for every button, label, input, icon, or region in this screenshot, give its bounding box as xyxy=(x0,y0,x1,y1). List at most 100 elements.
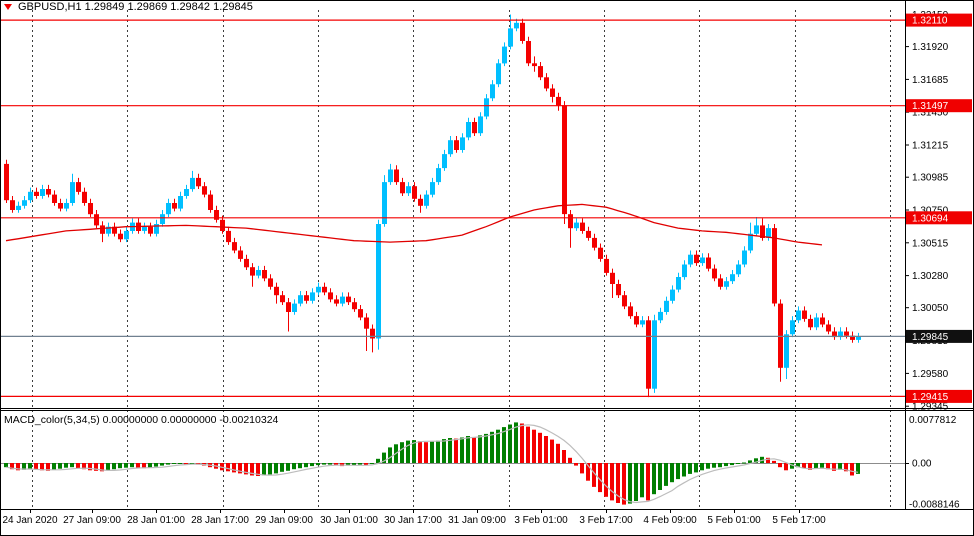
level-price-badge-text: 1.29415 xyxy=(912,392,949,403)
macd-histogram-bar xyxy=(358,463,362,465)
macd-histogram-bar xyxy=(454,438,458,463)
candle-body xyxy=(214,210,219,220)
candle-body xyxy=(676,277,681,290)
macd-histogram-bar xyxy=(298,463,302,469)
macd-histogram-bar xyxy=(538,432,542,463)
level-price-badge-text: 1.32110 xyxy=(912,16,948,27)
candle-body xyxy=(382,182,387,224)
candle-body xyxy=(328,292,333,300)
macd-histogram-bar xyxy=(844,463,848,472)
macd-histogram-bar xyxy=(724,463,728,467)
macd-histogram-bar xyxy=(616,463,620,503)
macd-histogram-bar xyxy=(754,458,758,463)
macd-histogram-bar xyxy=(700,463,704,471)
macd-histogram-bar xyxy=(88,463,92,471)
candle-body xyxy=(646,320,651,389)
macd-histogram-bar xyxy=(154,463,158,467)
candle-body xyxy=(598,247,603,259)
candle-body xyxy=(256,270,261,276)
macd-min-label: -0.0088146 xyxy=(909,500,960,511)
candle-body xyxy=(592,237,597,248)
candle-body xyxy=(778,303,783,368)
price-tick-label: 1.29580 xyxy=(912,369,949,380)
macd-histogram-bar xyxy=(838,463,842,470)
macd-histogram-bar xyxy=(262,463,266,476)
macd-histogram-bar xyxy=(658,463,662,490)
candle-body xyxy=(556,96,561,106)
symbol-ohlc-title: GBPUSD,H1 1.29849 1.29869 1.29842 1.2984… xyxy=(18,1,253,13)
candle-body xyxy=(268,278,273,287)
candle-body xyxy=(838,331,843,338)
candle-body xyxy=(736,264,741,275)
candle-body xyxy=(442,154,447,169)
macd-histogram-bar xyxy=(142,463,146,469)
macd-histogram-bar xyxy=(712,463,716,468)
candle-body xyxy=(760,225,765,238)
macd-histogram-bar xyxy=(688,463,692,474)
candle-body xyxy=(52,194,57,203)
macd-histogram-bar xyxy=(556,443,560,463)
macd-histogram-bar xyxy=(46,463,50,471)
candle-body xyxy=(376,224,381,339)
macd-histogram-bar xyxy=(244,463,248,475)
macd-histogram-bar xyxy=(418,441,422,463)
macd-histogram-bar xyxy=(352,463,356,466)
candle-body xyxy=(388,169,393,183)
candle-body xyxy=(160,214,165,224)
macd-histogram-bar xyxy=(568,457,572,463)
macd-histogram-bar xyxy=(736,463,740,464)
price-tick-label: 1.30050 xyxy=(912,303,949,314)
candle-body xyxy=(706,257,711,269)
macd-histogram-bar xyxy=(232,463,236,473)
time-tick-label: 3 Feb 17:00 xyxy=(579,515,633,526)
candle-body xyxy=(436,168,441,183)
candle-body xyxy=(802,310,807,319)
macd-histogram-bar xyxy=(190,463,194,464)
candle-body xyxy=(562,105,567,215)
macd-histogram-bar xyxy=(280,463,284,472)
candle-body xyxy=(400,182,405,194)
symbol-dropdown-icon[interactable] xyxy=(4,4,12,10)
candle-body xyxy=(112,226,117,234)
candle-body xyxy=(460,137,465,150)
candle-body xyxy=(292,303,297,312)
indicator-label: MACD_color(5,34,5) 0.00000000 0.00000000… xyxy=(4,414,279,426)
candle-body xyxy=(496,63,501,85)
candle-body xyxy=(82,191,87,203)
time-tick-label: 30 Jan 01:00 xyxy=(320,515,378,526)
macd-histogram-bar xyxy=(808,463,812,470)
candle-body xyxy=(28,191,33,201)
candle-body xyxy=(544,77,549,89)
macd-histogram-bar xyxy=(106,463,110,471)
candle-body xyxy=(238,250,243,259)
macd-histogram-bar xyxy=(304,463,308,468)
candle-body xyxy=(670,289,675,301)
candle-body xyxy=(352,302,357,310)
macd-histogram-bar xyxy=(52,463,56,470)
candle-body xyxy=(310,292,315,301)
candle-body xyxy=(466,122,471,138)
candle-body xyxy=(118,233,123,240)
macd-histogram-bar xyxy=(766,457,770,463)
macd-histogram-bar xyxy=(148,463,152,468)
macd-histogram-bar xyxy=(334,463,338,466)
candle-body xyxy=(448,140,453,155)
macd-histogram-bar xyxy=(682,463,686,477)
macd-histogram-bar xyxy=(694,463,698,473)
macd-histogram-bar xyxy=(64,463,68,468)
macd-histogram-bar xyxy=(670,463,674,483)
candle-body xyxy=(274,286,279,296)
candle-body xyxy=(808,318,813,328)
candle-body xyxy=(196,177,201,187)
macd-histogram-bar xyxy=(676,463,680,480)
candle-body xyxy=(826,324,831,332)
macd-histogram-bar xyxy=(562,450,566,463)
macd-histogram-bar xyxy=(76,463,80,469)
candle-body xyxy=(628,306,633,317)
macd-histogram-bar xyxy=(496,429,500,463)
candle-body xyxy=(154,224,159,234)
candle-body xyxy=(430,182,435,195)
candle-body xyxy=(406,186,411,194)
